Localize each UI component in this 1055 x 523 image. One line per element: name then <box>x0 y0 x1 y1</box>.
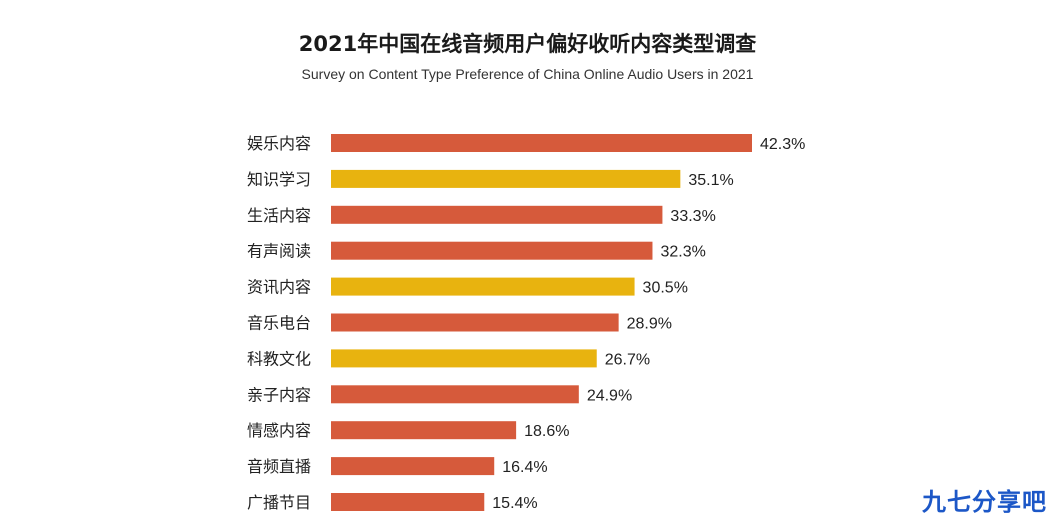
value-label: 26.7% <box>605 351 650 368</box>
category-label: 音乐电台 <box>247 314 311 333</box>
bar <box>331 169 681 188</box>
category-label: 亲子内容 <box>247 385 311 404</box>
value-label: 35.1% <box>688 172 733 189</box>
bar <box>331 205 663 224</box>
bar <box>331 493 485 511</box>
category-label: 科教文化 <box>247 349 311 368</box>
bar <box>331 457 495 476</box>
chart-subtitle: Survey on Content Type Preference of Chi… <box>301 66 754 82</box>
category-label: 娱乐内容 <box>247 134 311 153</box>
category-label: 情感内容 <box>247 421 311 440</box>
bar <box>331 385 579 404</box>
watermark-logo: 九七分享吧 <box>922 488 1047 516</box>
category-label: 知识学习 <box>247 170 311 189</box>
value-label: 28.9% <box>627 316 672 333</box>
value-label: 32.3% <box>660 244 705 261</box>
value-label: 24.9% <box>587 387 632 404</box>
value-label: 18.6% <box>524 423 569 440</box>
value-label: 30.5% <box>643 280 688 297</box>
category-label: 生活内容 <box>247 206 311 225</box>
chart-title: 2021年中国在线音频用户偏好收听内容类型调查 <box>298 32 757 56</box>
bar <box>331 313 619 332</box>
value-label: 15.4% <box>492 495 537 512</box>
category-label: 有声阅读 <box>247 242 311 261</box>
category-label: 资讯内容 <box>247 278 311 297</box>
bar <box>331 134 752 152</box>
value-label: 16.4% <box>502 459 547 476</box>
category-label: 音频直播 <box>247 457 311 476</box>
category-label: 广播节目 <box>247 493 311 512</box>
bar <box>331 421 517 440</box>
value-label: 42.3% <box>760 136 805 153</box>
value-label: 33.3% <box>670 208 715 225</box>
bar <box>331 349 597 368</box>
bar <box>331 277 635 296</box>
bar <box>331 241 653 260</box>
